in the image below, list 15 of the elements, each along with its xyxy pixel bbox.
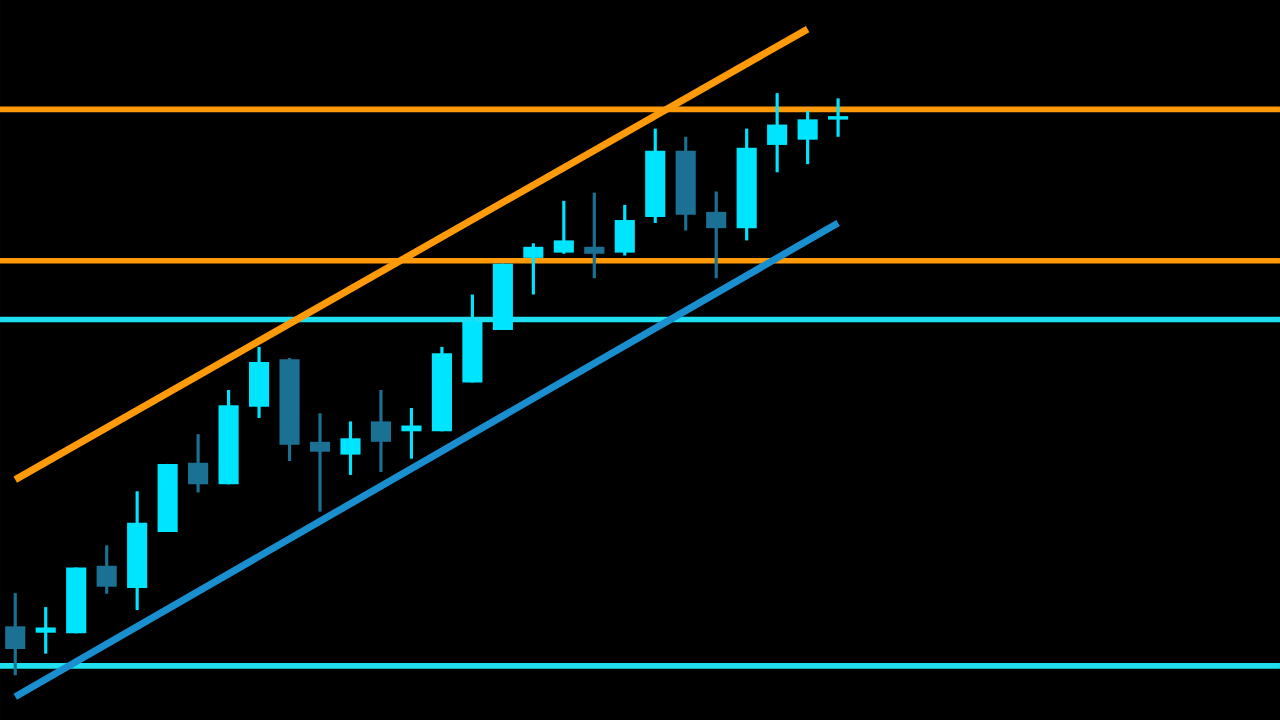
candlestick [340,421,361,475]
candlestick [188,434,209,493]
candlestick [584,192,605,279]
candlestick [706,191,727,279]
candlestick [401,408,422,459]
candlestick [309,413,331,512]
candlestick [523,243,544,295]
candlestick [35,607,56,654]
candlestick [370,389,392,474]
candlestick [828,98,849,137]
candlestick [797,111,818,166]
candlestick [553,199,574,254]
candlestick [767,93,788,173]
candlestick [5,593,26,677]
candlestick [96,545,117,594]
